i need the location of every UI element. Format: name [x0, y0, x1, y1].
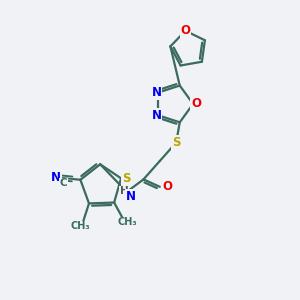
- Text: S: S: [172, 136, 180, 149]
- Text: N: N: [126, 190, 136, 203]
- Text: CH₃: CH₃: [118, 218, 137, 227]
- Text: C: C: [59, 178, 67, 188]
- Text: N: N: [51, 171, 61, 184]
- Text: O: O: [180, 24, 190, 37]
- Text: CH₃: CH₃: [71, 221, 91, 231]
- Text: S: S: [122, 172, 131, 185]
- Text: O: O: [191, 98, 201, 110]
- Text: N: N: [152, 86, 162, 99]
- Text: H: H: [120, 186, 128, 196]
- Text: N: N: [152, 109, 162, 122]
- Text: O: O: [162, 180, 172, 193]
